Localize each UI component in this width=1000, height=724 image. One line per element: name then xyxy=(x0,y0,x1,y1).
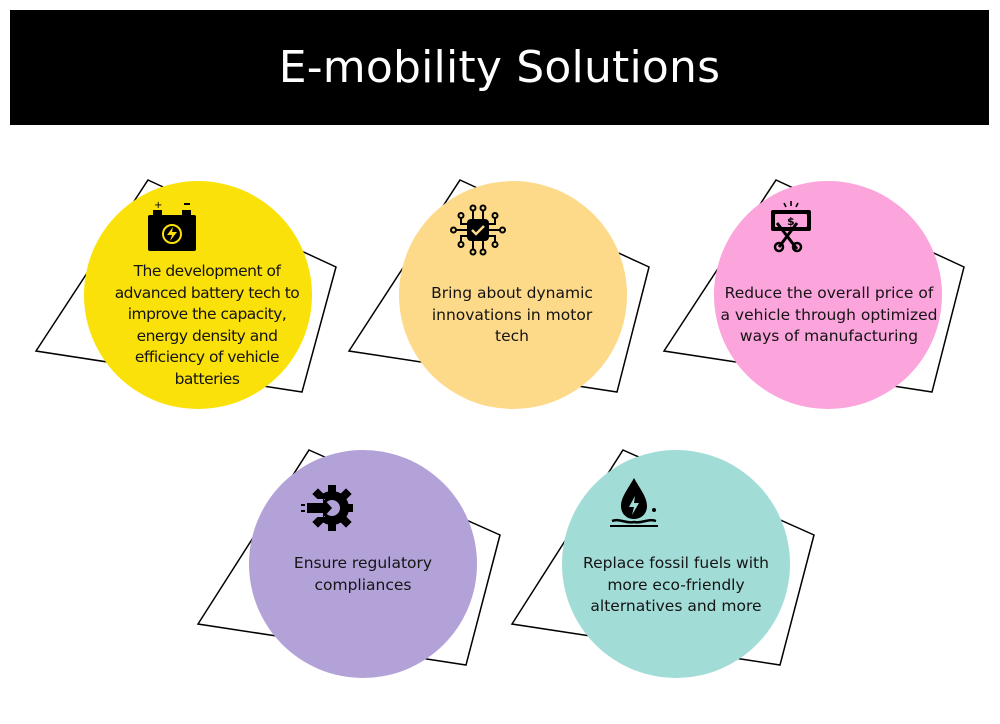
item-text: Reduce the overall price of a vehicle th… xyxy=(720,284,938,345)
battery-icon: + xyxy=(142,201,202,255)
gear-arrow-icon xyxy=(299,481,359,535)
price-cut-icon: $ xyxy=(761,199,821,253)
page-title: E-mobility Solutions xyxy=(278,42,721,93)
solution-card-regulatory: Ensure regulatory compliances xyxy=(192,445,512,685)
item-text: The development of advanced battery tech… xyxy=(114,262,300,388)
svg-text:$: $ xyxy=(787,215,795,228)
chip-icon xyxy=(448,203,508,257)
solution-card-battery: + The development of advanced battery te… xyxy=(30,175,350,415)
item-text: Replace fossil fuels with more eco-frien… xyxy=(583,554,769,615)
title-banner: E-mobility Solutions xyxy=(10,10,989,125)
solution-card-fuel: Replace fossil fuels with more eco-frien… xyxy=(508,445,828,685)
solution-card-motor: Bring about dynamic innovations in motor… xyxy=(345,175,665,415)
svg-text:+: + xyxy=(154,201,162,211)
solution-card-price: $ Reduce the overall price of a vehicle … xyxy=(662,175,982,415)
circle-background xyxy=(714,181,942,409)
oil-drop-icon xyxy=(606,475,666,529)
item-text: Ensure regulatory compliances xyxy=(293,554,433,594)
circle-background xyxy=(249,450,477,678)
circle-background xyxy=(562,450,790,678)
item-text: Bring about dynamic innovations in motor… xyxy=(431,284,593,345)
circle-background xyxy=(399,181,627,409)
circle-background xyxy=(84,181,312,409)
